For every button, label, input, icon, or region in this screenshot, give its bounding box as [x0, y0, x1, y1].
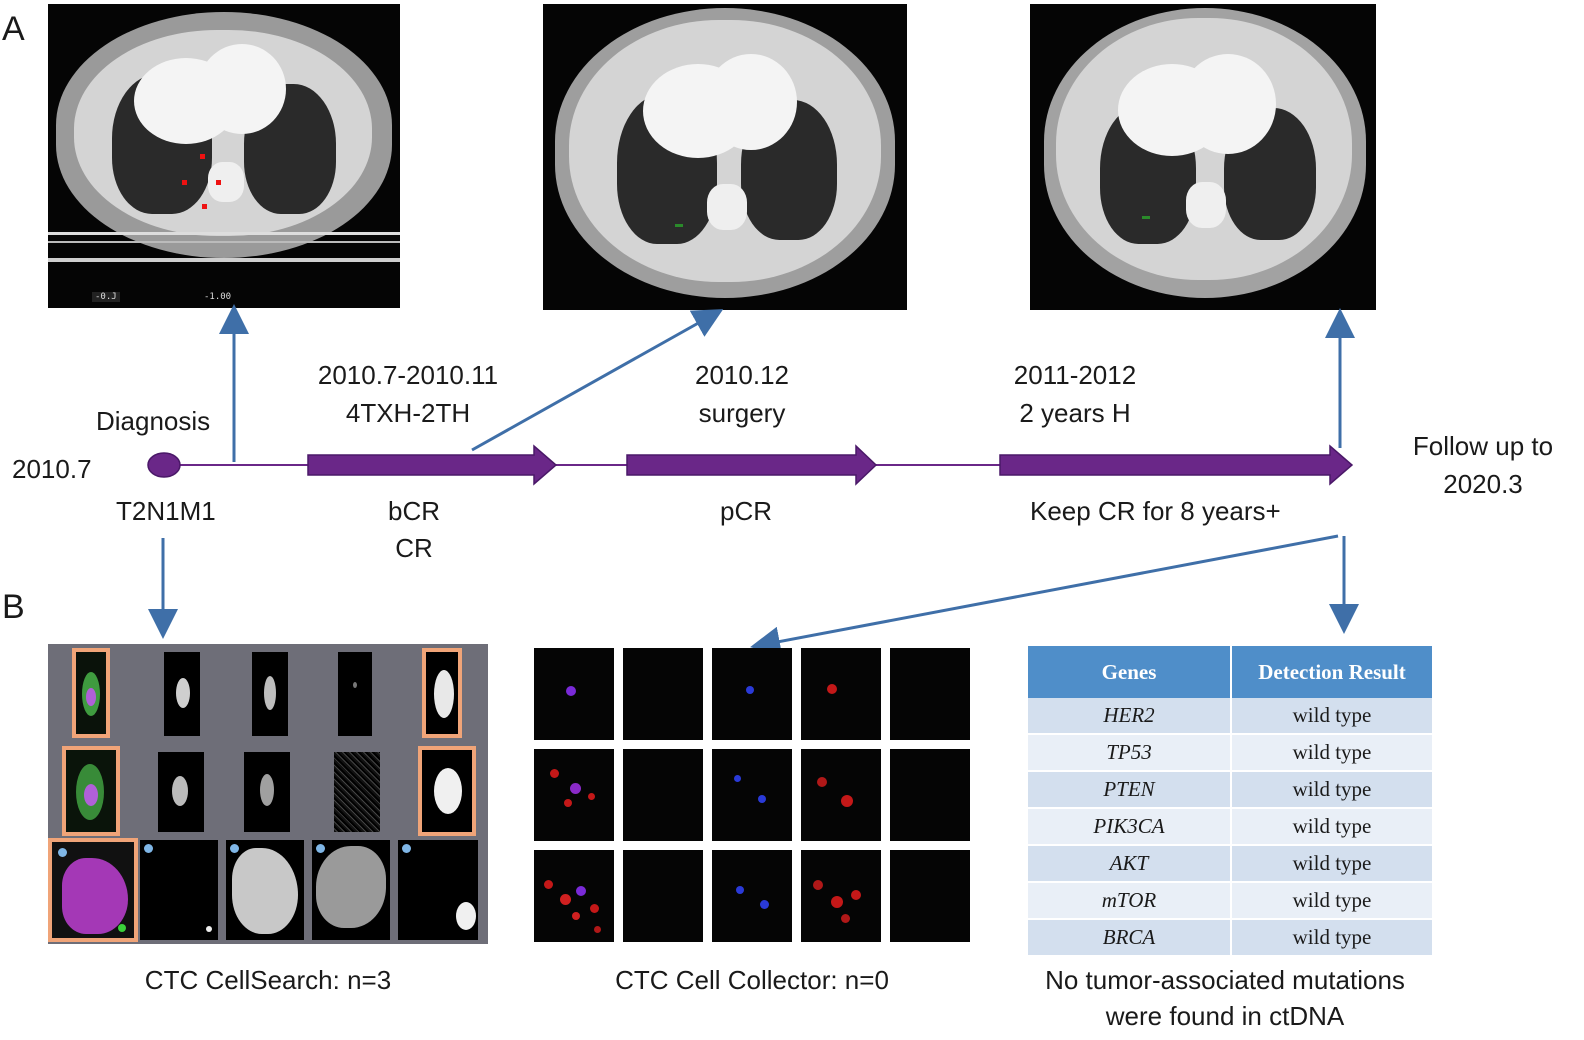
result-cell: wild type: [1231, 919, 1434, 957]
table-header-row: Genes Detection Result: [1028, 646, 1434, 698]
cellsearch-caption: CTC CellSearch: n=3: [144, 965, 392, 995]
result-cell: wild type: [1231, 845, 1434, 883]
phase-2-treatment: surgery: [698, 398, 786, 428]
follow-up-date: 2020.3: [1443, 469, 1523, 499]
gene-cell: AKT: [1028, 845, 1232, 883]
result-cell: wild type: [1231, 771, 1434, 809]
ct-scan-post-chemo: [543, 4, 907, 310]
diagnosis-label: Diagnosis: [96, 406, 211, 436]
phase-3-period: 2011-2012: [1013, 360, 1137, 390]
follow-up-label: Follow up to: [1412, 431, 1554, 461]
staging-label: T2N1M1: [116, 496, 216, 526]
ct-scan-label: -1.00: [204, 292, 232, 302]
phase-1-response: bCR: [387, 496, 440, 526]
gene-detection-table: Genes Detection Result HER2 wild type TP…: [1028, 646, 1434, 957]
cellsearch-image-grid: [48, 644, 488, 944]
diagnosis-node: [147, 452, 181, 478]
column-header-genes: Genes: [1028, 646, 1232, 698]
gene-cell: BRCA: [1028, 919, 1232, 957]
result-cell: wild type: [1231, 882, 1434, 920]
cell-collector-caption: CTC Cell Collector: n=0: [615, 965, 889, 995]
gene-cell: PIK3CA: [1028, 808, 1232, 846]
table-row: TP53 wild type: [1028, 734, 1434, 772]
phase-3-arrow: [999, 444, 1354, 486]
ct-scan-follow-up: [1030, 4, 1376, 310]
phase-1-period: 2010.7-2010.11: [317, 360, 499, 390]
table-row: mTOR wild type: [1028, 882, 1434, 920]
table-row: BRCA wild type: [1028, 919, 1434, 957]
start-date: 2010.7: [12, 454, 92, 484]
phase-2-period: 2010.12: [695, 360, 789, 390]
phase-1-treatment: 4TXH-2TH: [345, 398, 471, 428]
table-row: PIK3CA wild type: [1028, 808, 1434, 846]
result-cell: wild type: [1231, 698, 1434, 735]
gene-cell: PTEN: [1028, 771, 1232, 809]
phase-2-response: pCR: [719, 496, 772, 526]
gene-cell: mTOR: [1028, 882, 1232, 920]
ctdna-caption-line-2: were found in ctDNA: [1105, 1001, 1345, 1031]
panel-label-b: B: [2, 588, 25, 626]
phase-2-arrow: [626, 444, 878, 486]
column-header-detection-result: Detection Result: [1231, 646, 1434, 698]
phase-1-arrow: [307, 444, 558, 486]
phase-3-response: Keep CR for 8 years+: [1030, 496, 1281, 526]
ct-scan-label: -0.J: [92, 292, 120, 302]
result-cell: wild type: [1231, 734, 1434, 772]
ctdna-caption-line-1: No tumor-associated mutations: [1045, 965, 1405, 995]
phase-1-response: CR: [395, 533, 433, 563]
cell-collector-image-grid: [534, 648, 970, 942]
table-row: PTEN wild type: [1028, 771, 1434, 809]
arrow-to-cell-collector: [750, 534, 1339, 657]
arrow-to-ct-post-chemo: [471, 309, 724, 452]
table-row: HER2 wild type: [1028, 698, 1434, 735]
result-cell: wild type: [1231, 808, 1434, 846]
table-row: AKT wild type: [1028, 845, 1434, 883]
ct-scan-diagnosis: -0.J -1.00: [48, 4, 400, 308]
gene-cell: HER2: [1028, 698, 1232, 735]
panel-label-a: A: [2, 10, 25, 48]
phase-3-treatment: 2 years H: [1019, 398, 1131, 428]
gene-cell: TP53: [1028, 734, 1232, 772]
